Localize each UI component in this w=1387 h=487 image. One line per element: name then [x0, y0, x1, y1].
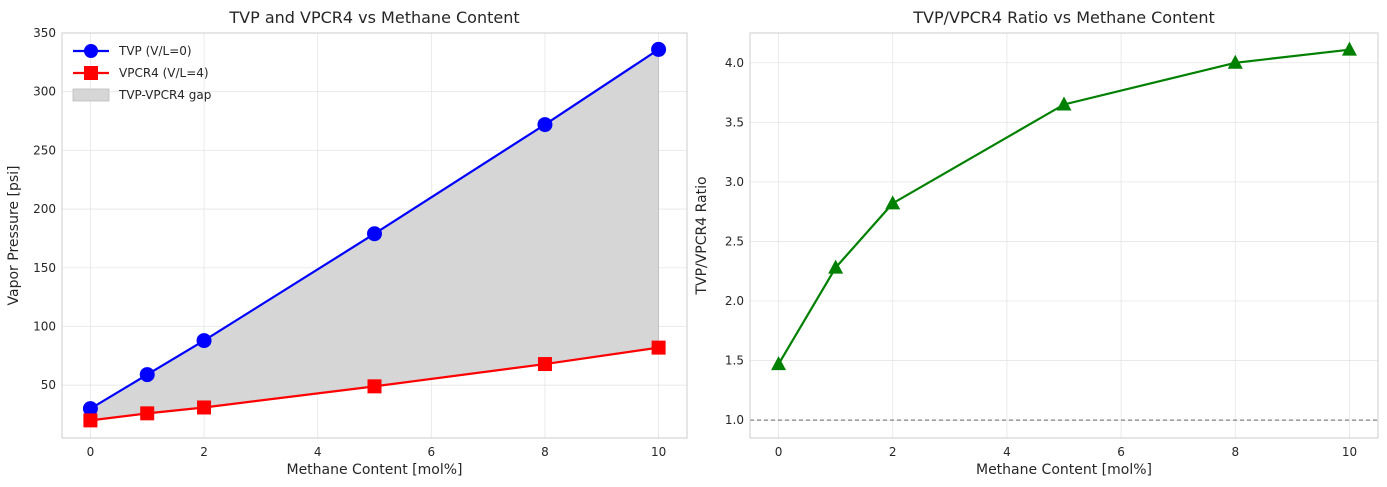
- y-tick-label: 2.0: [725, 294, 744, 308]
- x-tick-label: 8: [541, 445, 549, 459]
- x-tick-label: 10: [1342, 445, 1357, 459]
- plot-frame: [749, 32, 1379, 439]
- data-point: [771, 356, 787, 371]
- data-point: [367, 379, 382, 394]
- y-tick-label: 100: [33, 319, 56, 333]
- x-tick-label: 2: [200, 445, 208, 459]
- plot-frame: [61, 32, 688, 439]
- legend-marker-1: [84, 66, 98, 80]
- y-axis-label: Vapor Pressure [psi]: [6, 166, 22, 306]
- y-tick-label: 3.0: [725, 175, 744, 189]
- series-line-0: [89, 48, 660, 410]
- y-axis-label: TVP/VPCR4 Ratio: [694, 176, 710, 295]
- y-tick-label: 250: [33, 143, 56, 157]
- x-tick-label: 10: [651, 445, 666, 459]
- legend-marker-0: [84, 44, 98, 58]
- legend-fill-swatch: [72, 88, 110, 102]
- x-tick-label: 0: [87, 445, 95, 459]
- y-tick-label: 150: [33, 261, 56, 275]
- x-tick-label: 6: [1117, 445, 1125, 459]
- x-tick-label: 4: [1003, 445, 1011, 459]
- legend-label-fill: TVP-VPCR4 gap: [118, 88, 211, 102]
- y-tick-label: 4.0: [725, 56, 744, 70]
- y-tick-label: 1.5: [725, 354, 744, 368]
- data-point: [82, 401, 98, 417]
- y-tick-label: 300: [33, 85, 56, 99]
- x-tick-label: 4: [314, 445, 322, 459]
- x-tick-label: 0: [775, 445, 783, 459]
- data-point: [196, 333, 212, 349]
- y-tick-label: 350: [33, 26, 56, 40]
- data-point: [651, 340, 666, 355]
- data-point: [537, 117, 553, 133]
- data-point: [139, 367, 155, 383]
- chart-tvp-vpcr4: 0 2 4 6 8 10 50 100 150 200 250 300 350 TVP and VPCR4…: [6, 8, 688, 478]
- data-point: [885, 195, 901, 210]
- x-tick-label: 6: [427, 445, 435, 459]
- data-point: [1056, 96, 1072, 111]
- x-axis-label: Methane Content [mol%]: [976, 462, 1152, 478]
- data-point: [537, 357, 552, 372]
- series-line-0: [777, 48, 1350, 365]
- x-tick-label: 2: [889, 445, 897, 459]
- chart-title: TVP/VPCR4 Ratio vs Methane Content: [912, 8, 1215, 27]
- data-point: [651, 41, 667, 57]
- x-tick-label: 8: [1231, 445, 1239, 459]
- data-point: [1341, 41, 1357, 56]
- data-point: [1227, 54, 1243, 69]
- y-tick-label: 50: [41, 378, 56, 392]
- data-point: [828, 259, 844, 274]
- data-point: [83, 413, 98, 428]
- legend: TVP (V/L=0) VPCR4 (V/L=4) TVP-VPCR4 gap: [72, 44, 211, 102]
- y-tick-label: 200: [33, 202, 56, 216]
- series-line-1: [90, 346, 659, 422]
- y-tick-label: 2.5: [725, 234, 744, 248]
- y-tick-label: 1.0: [725, 413, 744, 427]
- data-point: [140, 406, 155, 421]
- legend-label-1: VPCR4 (V/L=4): [119, 66, 209, 80]
- chart-title: TVP and VPCR4 vs Methane Content: [228, 8, 519, 27]
- data-point: [367, 226, 382, 242]
- y-tick-label: 3.5: [725, 115, 744, 129]
- chart-ratio: 0 2 4 6 8 10 1.0 1.5 2.0 2.5 3.0 3.5 4.0 TVP/VPCR4 Ra…: [694, 8, 1379, 478]
- legend-label-0: TVP (V/L=0): [118, 44, 192, 58]
- data-point: [197, 400, 212, 415]
- x-axis-label: Methane Content [mol%]: [286, 462, 462, 478]
